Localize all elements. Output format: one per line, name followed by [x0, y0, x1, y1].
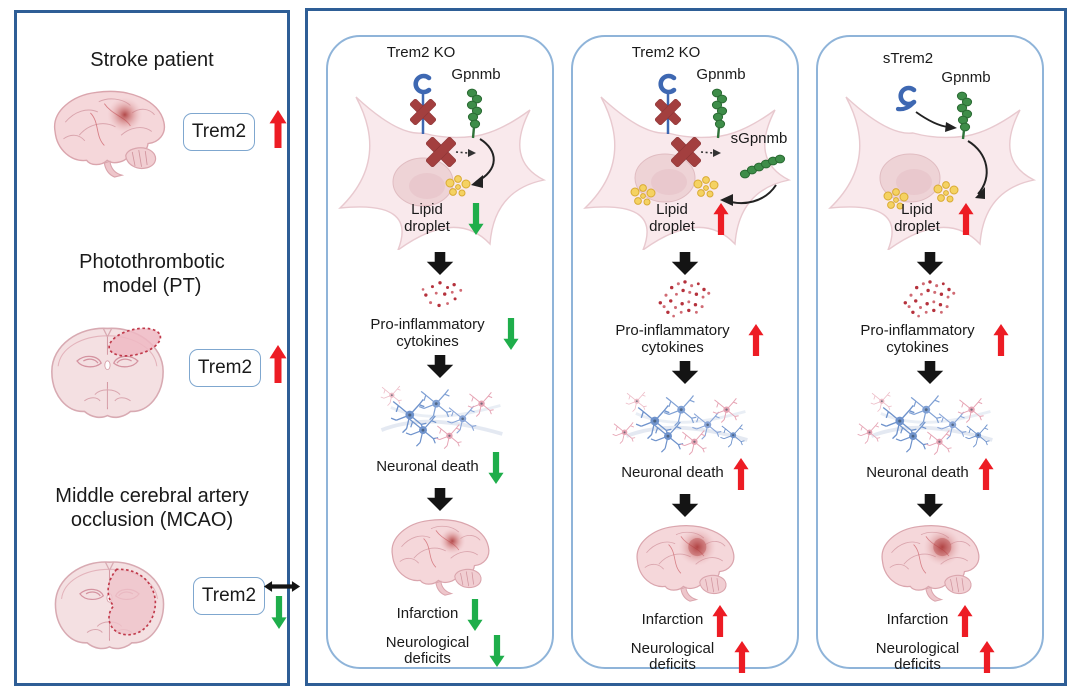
neurons-illustration — [612, 391, 748, 455]
step-label: Lipid droplet — [404, 201, 450, 235]
microglia-figure: Trem2 KO Gpnmb Lipid droplet — [328, 42, 552, 252]
trend-arrow-icon — [733, 458, 749, 490]
section-title-stroke-patient: Stroke patient — [90, 49, 214, 71]
step-label: Infarction — [396, 605, 459, 623]
trend-arrow-icon — [503, 318, 519, 350]
trend-arrow-icon — [488, 452, 504, 484]
step-cytokines: Pro-inflammatory cytokines — [362, 316, 519, 351]
pathway-column-trem2-ko-sgpnmb: Trem2 KO Gpnmb sGpnmb Lipid droplet Pro-… — [571, 35, 799, 669]
process-arrow-icon — [670, 361, 700, 384]
step-infarction: Infarction — [642, 605, 729, 637]
trend-arrow-icon — [269, 110, 287, 148]
molecule-label: Trem2 — [201, 585, 257, 606]
microglia-figure: Trem2 KO Gpnmb sGpnmb Lipid droplet — [573, 42, 797, 252]
trend-arrow-icon — [467, 599, 483, 631]
cytokine-dots-illustration — [892, 278, 968, 320]
step-label: Neuronal death — [376, 458, 479, 476]
pathway-column-strem2: sTrem2 Gpnmb Lipid droplet Pro-inflammat… — [816, 35, 1044, 669]
step-lipid-droplet: Lipid droplet — [587, 201, 783, 236]
step-lipid-droplet: Lipid droplet — [832, 201, 1028, 236]
step-infarction: Infarction — [887, 605, 974, 637]
process-arrow-icon — [670, 494, 700, 517]
process-arrow-icon — [425, 355, 455, 378]
trend-arrow-icon — [978, 458, 994, 490]
step-neurological-deficits: Neurological deficits — [621, 639, 750, 675]
cytokine-dots-illustration — [407, 278, 473, 314]
step-label: Infarction — [886, 611, 949, 629]
step-label: Neuronal death — [866, 464, 969, 482]
molecule-box: Trem2 — [189, 349, 261, 387]
trend-arrow-icon — [979, 641, 995, 673]
step-label: Neurological deficits — [385, 633, 470, 668]
mcao-brain-section-illustration — [41, 553, 179, 655]
step-label: Neuronal death — [621, 464, 724, 482]
process-arrow-icon — [425, 252, 455, 275]
step-label: Pro-inflammatory cytokines — [615, 322, 730, 356]
brain-infarct-illustration — [623, 520, 747, 602]
step-label: Neurological deficits — [630, 639, 715, 674]
condition-label: Trem2 KO — [386, 44, 456, 61]
molecule-box: Trem2 — [183, 113, 255, 151]
molecule-label: Trem2 — [191, 121, 247, 142]
step-neuronal-death: Neuronal death — [866, 458, 994, 490]
cytokine-dots-illustration — [647, 278, 723, 320]
process-arrow-icon — [915, 252, 945, 275]
ligand-label: Gpnmb — [941, 69, 991, 86]
soluble-ligand-label: sGpnmb — [730, 130, 788, 147]
trend-arrow-icon — [993, 324, 1009, 356]
trend-arrow-icon — [958, 203, 974, 235]
process-arrow-icon — [915, 494, 945, 517]
brain-infarct-illustration — [378, 514, 502, 596]
step-label: Lipid droplet — [894, 201, 940, 235]
step-label: Lipid droplet — [649, 201, 695, 235]
condition-label: sTrem2 — [882, 50, 934, 67]
step-infarction: Infarction — [397, 599, 484, 631]
step-cytokines: Pro-inflammatory cytokines — [852, 322, 1009, 357]
step-label: Infarction — [641, 611, 704, 629]
step-label: Pro-inflammatory cytokines — [370, 316, 485, 350]
trend-arrow-icon — [748, 324, 764, 356]
ligand-label: Gpnmb — [451, 66, 501, 83]
process-arrow-icon — [670, 252, 700, 275]
condition-label: Trem2 KO — [631, 44, 701, 61]
trend-arrow-icon — [269, 345, 287, 383]
human-brain-illustration — [39, 85, 179, 178]
trend-arrow-icon — [734, 641, 750, 673]
process-arrow-icon — [915, 361, 945, 384]
molecule-label: Trem2 — [197, 357, 253, 378]
trend-arrow-icon — [713, 203, 729, 235]
pathway-column-trem2-ko: Trem2 KO Gpnmb Lipid droplet Pro-inflamm… — [326, 35, 554, 669]
section-title-pt-model: Photothrombotic model (PT) — [79, 251, 225, 297]
step-neuronal-death: Neuronal death — [621, 458, 749, 490]
step-neuronal-death: Neuronal death — [376, 452, 504, 484]
molecule-box: Trem2 — [193, 577, 265, 615]
microglia-cell-illustration — [828, 85, 1037, 252]
unchanged-arrow-icon — [263, 580, 301, 593]
trend-arrow-icon — [957, 605, 973, 637]
step-lipid-droplet: Lipid droplet — [342, 201, 538, 236]
trend-arrow-icon — [271, 596, 287, 629]
animal-models-panel: Stroke patient Trem2 Photothrombotic mod… — [14, 10, 290, 686]
step-neurological-deficits: Neurological deficits — [376, 633, 505, 669]
process-arrow-icon — [425, 488, 455, 511]
step-label: Neurological deficits — [875, 639, 960, 674]
pt-brain-section-illustration — [37, 327, 179, 424]
trend-arrow-icon — [712, 605, 728, 637]
mechanism-panel: Trem2 KO Gpnmb Lipid droplet Pro-inflamm… — [305, 8, 1067, 686]
step-cytokines: Pro-inflammatory cytokines — [607, 322, 764, 357]
step-neurological-deficits: Neurological deficits — [866, 639, 995, 675]
step-label: Pro-inflammatory cytokines — [860, 322, 975, 356]
microglia-figure: sTrem2 Gpnmb Lipid droplet — [818, 42, 1042, 252]
trend-arrow-icon — [468, 203, 484, 235]
section-title-mcao-model: Middle cerebral artery occlusion (MCAO) — [55, 485, 249, 531]
trend-arrow-icon — [489, 635, 505, 667]
ligand-label: Gpnmb — [696, 66, 746, 83]
microglia-cell-illustration — [338, 73, 547, 252]
brain-infarct-illustration — [868, 520, 992, 602]
neurons-illustration — [857, 391, 993, 455]
neurons-illustration — [380, 385, 503, 449]
microglia-cell-illustration — [583, 73, 792, 252]
